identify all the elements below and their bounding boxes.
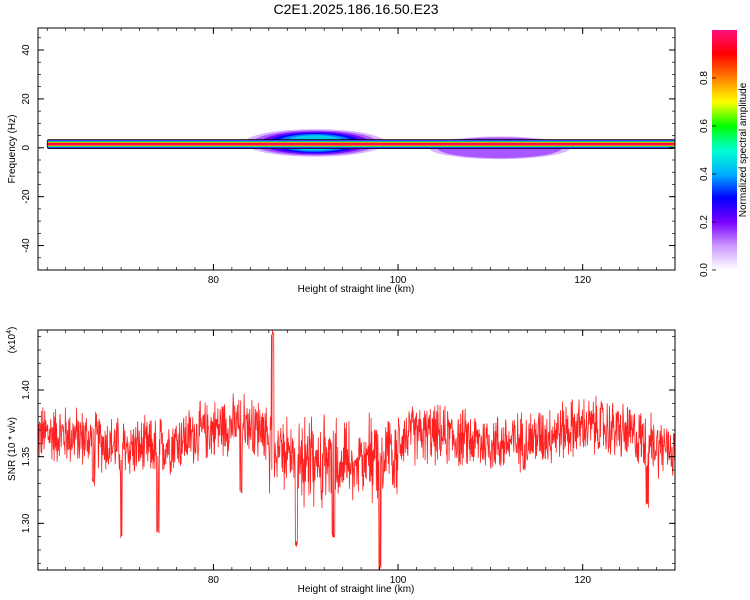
spectrogram-xtick-label: 100 [390,275,407,286]
spectrogram-frame [37,27,676,271]
spectrogram-y-axis: 40 20 0 -20 -40 [21,37,675,271]
snr-series-line [37,330,676,570]
snr-ylabel: SNR (10 * v/v) [7,417,18,481]
figure-title: C2E1.2025.186.16.50.E23 [273,1,438,17]
snr-ytick-label: 1.35 [21,446,32,466]
spectrogram-heatmap [46,129,676,160]
snr-xtick-label: 100 [390,575,407,586]
spectrogram-xlabel: Height of straight line (km) [298,284,415,295]
spectrogram-ytick-label: 40 [21,44,32,56]
snr-xlabel: Height of straight line (km) [298,584,415,595]
spectrogram-xtick-label: 80 [208,275,220,286]
spectrogram-x-axis: 80 100 120 [46,28,676,286]
spectrogram-ylabel: Frequency (Hz) [7,115,18,184]
snr-panel: 80 100 120 1.40 1.35 1.30 Height of straight… [6,327,676,595]
colorbar-fill [712,30,737,270]
spectrogram-band [47,143,676,145]
snr-frame [37,329,676,571]
snr-ytick-label: 1.40 [21,380,32,400]
spectrogram-xtick-label: 120 [574,275,591,286]
colorbar: 0.0 0.2 0.4 0.6 0.8 Normalized spectral ampl… [699,30,749,277]
snr-y-axis: 1.40 1.35 1.30 [21,336,675,564]
colorbar-axis: 0.0 0.2 0.4 0.6 0.8 [699,71,716,277]
snr-xtick-label: 120 [574,575,591,586]
snr-xtick-label: 80 [208,575,220,586]
colorbar-tick-label: 0.6 [699,119,710,133]
spectrogram-ytick-label: -40 [21,238,32,253]
snr-x-axis: 80 100 120 [46,330,676,586]
colorbar-tick-label: 0.2 [699,215,710,229]
snr-multiplier: (x104) [6,327,18,354]
snr-ytick-label: 1.30 [21,513,32,533]
spectrogram-ytick-label: -20 [21,189,32,204]
colorbar-tick-label: 0.0 [699,263,710,277]
spectrogram-ytick-label: 0 [21,145,32,151]
colorbar-tick-label: 0.8 [699,71,710,85]
spectrogram-panel: 80 100 120 40 20 0 -20 -40 Height of straight … [7,27,676,295]
spectrogram-ytick-label: 20 [21,93,32,105]
colorbar-label: Normalized spectral amplitude [738,82,749,217]
colorbar-tick-label: 0.4 [699,167,710,181]
